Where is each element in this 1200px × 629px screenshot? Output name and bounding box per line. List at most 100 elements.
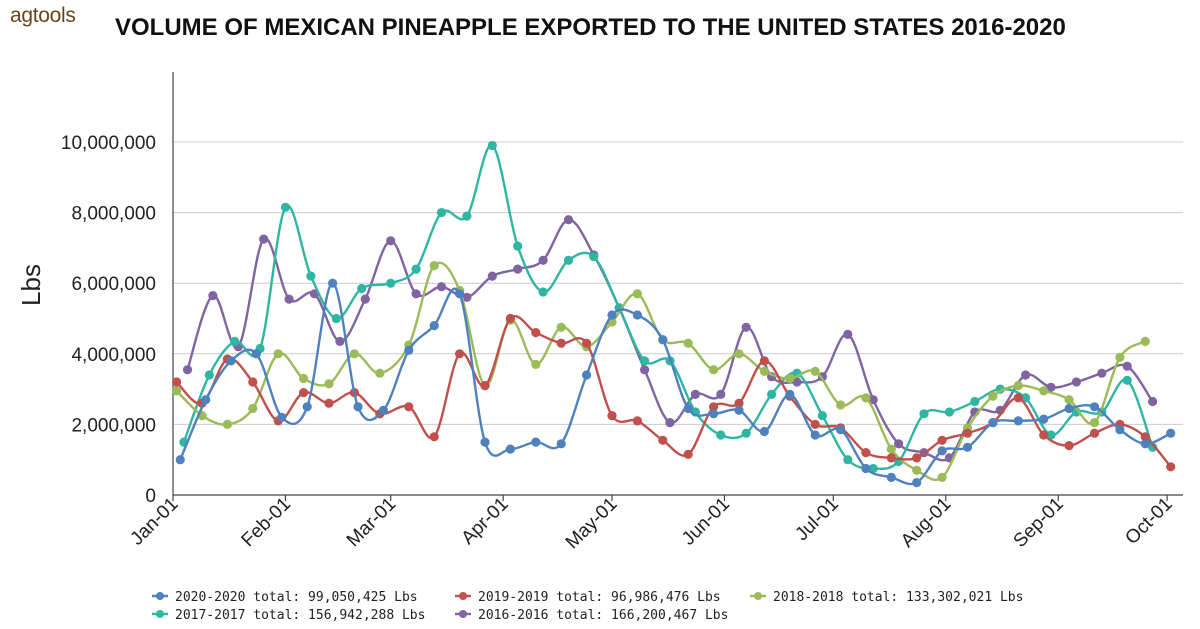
data-point[interactable] [886,472,896,482]
data-point[interactable] [1089,418,1100,428]
data-point[interactable] [182,365,193,375]
data-point[interactable] [988,418,998,428]
data-point[interactable] [378,405,388,415]
data-point[interactable] [248,403,258,414]
data-point[interactable] [280,202,291,212]
data-point[interactable] [810,366,820,376]
data-point[interactable] [607,310,617,320]
data-point[interactable] [277,412,287,422]
data-point[interactable] [1039,386,1049,396]
data-point[interactable] [1064,403,1074,414]
legend-item[interactable]: 2018-2018 total: 133,302,021 Lbs [750,590,1023,605]
data-point[interactable] [436,208,447,218]
data-point[interactable] [375,368,385,378]
data-point[interactable] [741,428,751,438]
data-point[interactable] [429,432,439,442]
data-point[interactable] [1046,430,1056,440]
data-point[interactable] [886,453,896,463]
legend-item[interactable]: 2017-2017 total: 156,942,288 Lbs [152,608,425,623]
data-point[interactable] [455,289,465,299]
data-point[interactable] [531,437,541,447]
data-point[interactable] [836,400,846,410]
data-point[interactable] [683,449,693,459]
data-point[interactable] [1115,425,1125,435]
data-point[interactable] [411,264,421,274]
data-point[interactable] [487,140,497,151]
data-point[interactable] [912,453,922,463]
data-point[interactable] [632,310,643,320]
data-point[interactable] [919,409,929,419]
data-point[interactable] [658,435,668,445]
data-point[interactable] [817,411,828,421]
data-point[interactable] [1071,377,1081,387]
data-point[interactable] [759,356,770,366]
data-point[interactable] [792,377,802,387]
data-point[interactable] [328,278,338,288]
data-point[interactable] [709,365,719,375]
data-point[interactable] [201,395,211,405]
data-point[interactable] [436,282,447,292]
data-point[interactable] [208,291,218,301]
data-point[interactable] [1039,414,1049,424]
data-point[interactable] [505,444,515,454]
data-point[interactable] [1064,441,1074,451]
data-point[interactable] [172,386,182,396]
data-point[interactable] [513,241,523,251]
data-point[interactable] [462,292,472,302]
data-point[interactable] [1013,416,1023,426]
data-point[interactable] [335,336,345,346]
data-point[interactable] [462,211,472,221]
agtools-logo[interactable]: agtools [10,4,76,27]
data-point[interactable] [683,403,693,414]
data-point[interactable] [607,411,617,421]
data-point[interactable] [912,465,922,475]
data-point[interactable] [331,313,341,324]
data-point[interactable] [970,396,980,407]
data-point[interactable] [843,455,853,465]
data-point[interactable] [455,349,465,359]
data-point[interactable] [1064,395,1074,405]
data-point[interactable] [1089,428,1100,438]
data-point[interactable] [1013,381,1023,391]
data-point[interactable] [306,271,316,281]
data-point[interactable] [538,255,548,265]
data-point[interactable] [1140,432,1150,442]
data-point[interactable] [248,377,258,387]
data-point[interactable] [843,329,853,339]
data-point[interactable] [632,289,643,299]
data-point[interactable] [716,430,726,440]
data-point[interactable] [1115,352,1125,362]
data-point[interactable] [404,345,414,355]
data-point[interactable] [299,388,309,398]
data-point[interactable] [360,294,370,304]
data-point[interactable] [1046,382,1056,392]
data-point[interactable] [324,379,334,389]
data-point[interactable] [259,234,269,244]
data-point[interactable] [861,463,871,474]
data-point[interactable] [531,328,541,338]
data-point[interactable] [480,381,490,391]
data-point[interactable] [1089,402,1100,412]
data-point[interactable] [868,395,878,405]
data-point[interactable] [1039,430,1049,440]
data-point[interactable] [302,402,312,412]
data-point[interactable] [810,419,820,429]
data-point[interactable] [589,252,599,262]
data-point[interactable] [1140,336,1150,346]
data-point[interactable] [556,322,566,332]
data-point[interactable] [1122,361,1132,371]
data-point[interactable] [734,405,744,415]
data-point[interactable] [386,278,396,288]
data-point[interactable] [353,402,363,412]
data-point[interactable] [531,359,541,369]
data-point[interactable] [556,338,566,348]
data-point[interactable] [741,322,751,332]
data-point[interactable] [404,402,414,412]
data-point[interactable] [284,294,294,304]
data-point[interactable] [429,321,439,331]
data-point[interactable] [962,442,973,452]
data-point[interactable] [222,419,232,429]
data-point[interactable] [988,391,998,401]
data-point[interactable] [640,356,650,366]
data-point[interactable] [513,264,523,274]
